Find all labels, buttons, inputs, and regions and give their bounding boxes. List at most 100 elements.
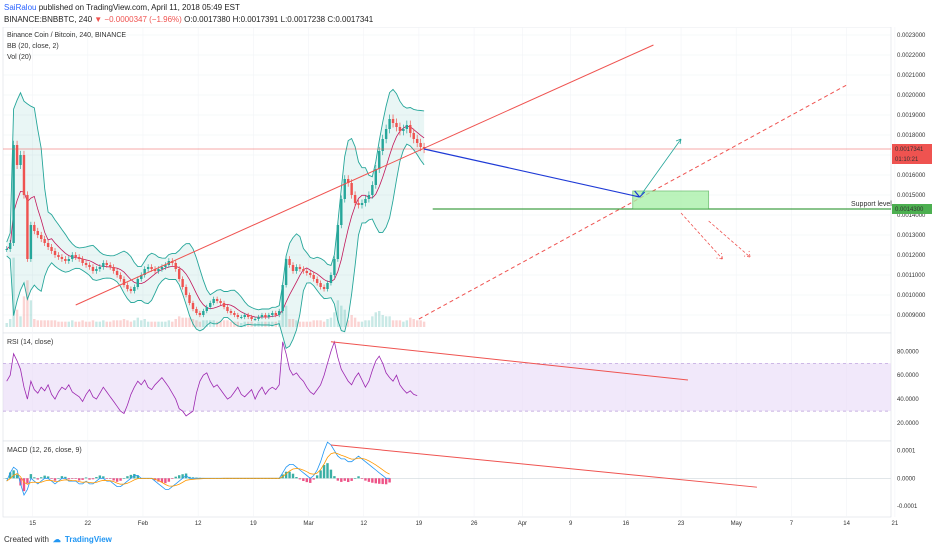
volume-bar	[64, 321, 67, 327]
volume-bar	[398, 320, 402, 327]
rsi-divergence-line[interactable]	[330, 341, 688, 381]
candle-body	[181, 279, 184, 287]
macd-histogram-bar	[115, 478, 119, 482]
rsi-pane-title: RSI (14, close)	[7, 339, 53, 346]
volume-bar	[326, 319, 329, 327]
volume-bar	[202, 320, 205, 327]
macd-histogram-bar	[15, 474, 19, 479]
candle-body	[360, 203, 364, 205]
volume-bar	[381, 315, 384, 327]
volume-bar	[115, 320, 119, 327]
macd-histogram-bar	[319, 470, 322, 479]
volume-bar	[419, 320, 422, 327]
macd-axis: 0.0001 0.0000 -0.0001	[897, 449, 918, 511]
volume-bar	[8, 319, 12, 327]
volume-bar	[243, 321, 246, 327]
candle-body	[50, 247, 53, 251]
candle-body	[353, 195, 357, 203]
candle-body	[46, 243, 50, 247]
lower-trendline[interactable]	[418, 84, 847, 320]
bounce-arrow[interactable]	[641, 138, 682, 195]
macd-histogram-bar	[288, 471, 291, 479]
macd-pane[interactable]	[2, 440, 892, 518]
candle-body	[136, 279, 140, 287]
macd-histogram-bar	[8, 472, 12, 479]
macd-histogram-bar	[19, 478, 22, 486]
volume-bar	[422, 321, 426, 327]
macd-histogram-bar	[381, 478, 384, 485]
macd-histogram-bar	[33, 477, 36, 479]
volume-bar	[315, 320, 319, 327]
volume-bar	[57, 321, 60, 327]
macd-histogram-bar	[88, 478, 91, 480]
support-price-badge	[892, 204, 932, 214]
candle-body	[395, 123, 398, 127]
price-tick-label: 0.0014000	[897, 213, 926, 219]
volume-bar	[343, 309, 346, 327]
macd-histogram-bar	[129, 474, 133, 479]
main-pane[interactable]	[2, 27, 892, 334]
candle-body	[367, 195, 371, 199]
candle-body	[112, 267, 115, 271]
upper-trendline[interactable]	[75, 44, 654, 306]
candle-body	[219, 301, 222, 303]
macd-signal-line	[6, 452, 390, 487]
candle-body	[233, 313, 236, 315]
grid-lines	[3, 27, 896, 517]
candle-body	[29, 225, 33, 259]
macd-histogram-bar	[295, 477, 298, 479]
volume-bar	[174, 319, 177, 327]
volume-bar	[146, 321, 150, 327]
volume-bar	[267, 321, 271, 327]
volume-bar	[357, 321, 360, 327]
candle-body	[412, 133, 415, 139]
volume-bar	[322, 321, 326, 327]
candle-body	[126, 285, 129, 289]
volume-bar	[98, 321, 102, 327]
footer: Created with ☁ TradingView	[4, 535, 112, 544]
volume-bar	[264, 321, 267, 327]
volume-bar	[12, 257, 15, 327]
candle-body	[309, 273, 312, 275]
macd-divergence-line[interactable]	[330, 444, 757, 488]
macd-line	[6, 441, 390, 496]
time-tick-label: Feb	[138, 521, 149, 527]
volume-bar	[164, 321, 167, 327]
volume-bar	[409, 317, 412, 327]
candle-body	[84, 263, 88, 265]
tradingview-brand-link[interactable]: TradingView	[64, 535, 112, 544]
macd-histogram-bar	[378, 478, 381, 484]
candle-body	[378, 151, 381, 169]
candle-body	[98, 267, 102, 269]
macd-histogram-bar	[312, 478, 315, 480]
macd-histogram-bar	[95, 477, 98, 479]
price-tick-label: 0.0013000	[897, 233, 926, 239]
support-price-value: 0.0014300	[895, 207, 924, 213]
candle-body	[146, 267, 150, 269]
volume-bar	[346, 320, 350, 327]
volume-bar	[281, 305, 284, 327]
volume-bar	[236, 321, 240, 327]
volume-bar	[50, 320, 53, 327]
chart-canvas[interactable]: 0.0023000 0.0022000 0.0021000 0.0020000 0.00…	[0, 27, 932, 530]
projection-arrow[interactable]	[423, 148, 646, 198]
candle-body	[226, 307, 229, 311]
macd-histogram-bar	[367, 478, 371, 482]
volume-bar	[288, 319, 291, 327]
volume-bar	[233, 321, 236, 327]
candle-body	[140, 275, 143, 279]
candle-body	[398, 127, 402, 131]
target-zone-box[interactable]	[632, 190, 710, 210]
candle-body	[133, 287, 136, 291]
macd-histogram-bar	[102, 476, 105, 479]
author-link[interactable]: SaiRalou	[4, 3, 37, 12]
macd-histogram-bar	[357, 476, 360, 479]
drop-arrow-1[interactable]	[680, 212, 723, 260]
candle-body	[43, 239, 46, 243]
macd-histogram-bar	[53, 478, 57, 481]
drop-arrow-2[interactable]	[708, 220, 751, 258]
volume-bar	[184, 317, 188, 327]
candle-body	[40, 235, 43, 239]
candle-body	[209, 303, 212, 307]
candle-body	[291, 265, 295, 271]
